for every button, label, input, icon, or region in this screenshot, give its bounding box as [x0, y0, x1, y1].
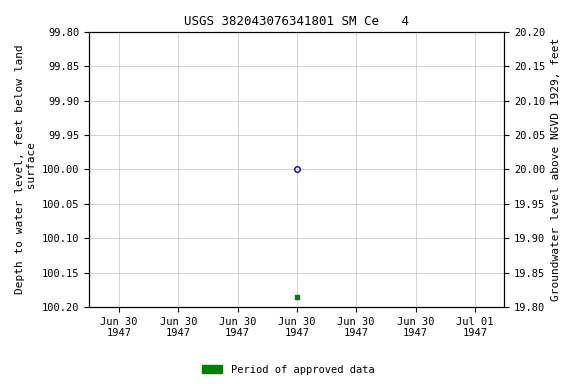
- Y-axis label: Depth to water level, feet below land
 surface: Depth to water level, feet below land su…: [15, 45, 37, 294]
- Legend: Period of approved data: Period of approved data: [198, 361, 378, 379]
- Y-axis label: Groundwater level above NGVD 1929, feet: Groundwater level above NGVD 1929, feet: [551, 38, 561, 301]
- Title: USGS 382043076341801 SM Ce   4: USGS 382043076341801 SM Ce 4: [184, 15, 410, 28]
